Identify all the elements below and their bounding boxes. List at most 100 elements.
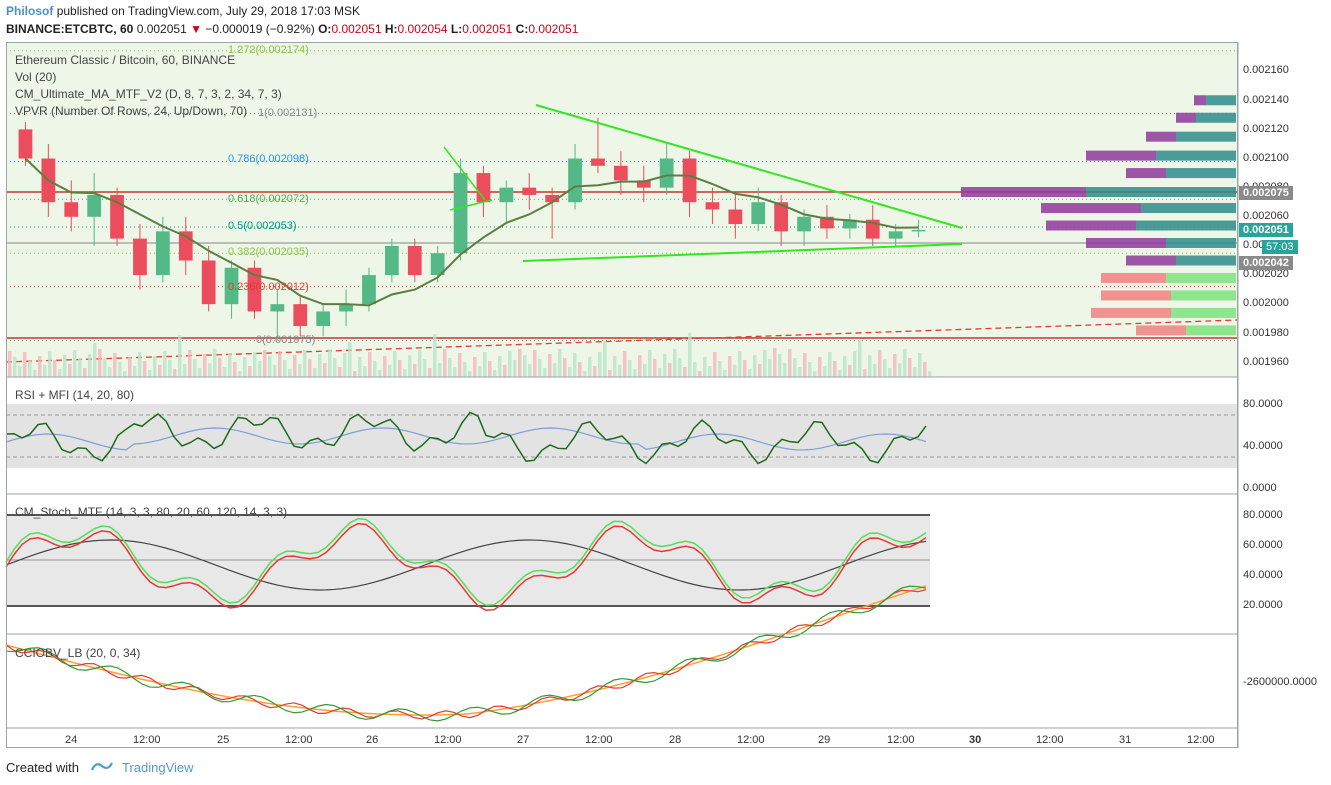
time-tick: 12:00 <box>887 734 915 746</box>
stoch-tick: 80.0000 <box>1243 509 1283 521</box>
volume-profile-up <box>1206 95 1236 106</box>
volume-bar <box>893 354 897 377</box>
volume-bar <box>218 358 222 377</box>
volume-bar <box>818 357 822 377</box>
volume-bar <box>273 365 277 377</box>
volume-bar <box>423 359 427 377</box>
stoch-tick: 40.0000 <box>1243 569 1283 581</box>
volume-profile-down <box>1126 255 1176 266</box>
volume-bar <box>263 350 267 377</box>
stoch-tick: 60.0000 <box>1243 539 1283 551</box>
legend-vpvr[interactable]: VPVR (Number Of Rows, 24, Up/Down, 70) <box>15 104 248 118</box>
price-tick: 0.002000 <box>1243 297 1289 309</box>
price-tick: 0.001980 <box>1243 327 1289 339</box>
volume-bar <box>723 370 727 377</box>
legend-vol[interactable]: Vol (20) <box>15 70 57 84</box>
price-tick: 0.002120 <box>1243 123 1289 135</box>
volume-bar <box>478 366 482 377</box>
volume-profile-up <box>1176 255 1236 266</box>
volume-profile-up <box>1136 220 1236 231</box>
volume-bar <box>508 351 512 377</box>
lower-trendline <box>522 243 963 262</box>
volume-profile-down <box>1176 112 1196 123</box>
volume-bar <box>738 351 742 377</box>
tradingview-link[interactable]: TradingView <box>122 760 194 775</box>
volume-bar <box>593 366 597 377</box>
volume-profile-down <box>1091 307 1171 318</box>
volume-bar <box>278 351 282 377</box>
mfi-line <box>5 427 927 451</box>
volume-profile-up <box>1086 187 1236 198</box>
fib-label: 0.618(0.002072) <box>228 193 309 205</box>
time-tick: 29 <box>818 734 831 746</box>
volume-bar <box>823 366 827 377</box>
volume-bar <box>193 359 197 377</box>
volume-bar <box>828 352 832 377</box>
volume-bar <box>73 350 77 377</box>
volume-bar <box>488 361 492 377</box>
time-tick: 27 <box>517 734 530 746</box>
volume-bar <box>683 367 687 377</box>
volume-bar <box>118 362 122 377</box>
rsi-tick: 40.0000 <box>1243 440 1283 452</box>
volume-bar <box>88 354 92 377</box>
fib-label: 0.5(0.002053) <box>228 220 297 232</box>
candle-body <box>476 173 491 203</box>
volume-bar <box>733 365 737 377</box>
rsi-line <box>5 411 927 465</box>
volume-bar <box>443 349 447 377</box>
volume-bar <box>368 352 372 377</box>
volume-bar <box>838 370 842 377</box>
volume-bar <box>13 357 17 377</box>
volume-bar <box>803 353 807 377</box>
volume-bar <box>28 361 32 377</box>
moving-average-line <box>24 157 919 307</box>
volume-bar <box>768 359 772 377</box>
legend-title[interactable]: Ethereum Classic / Bitcoin, 60, BINANCE <box>15 53 236 67</box>
volume-bar <box>563 358 567 377</box>
candle-body <box>659 158 674 188</box>
chart-frame <box>6 42 1238 748</box>
main-pane-bg <box>6 42 1238 377</box>
volume-bar <box>808 362 812 377</box>
candle-body <box>751 202 766 225</box>
volume-profile-down <box>1146 131 1176 142</box>
stoch-label[interactable]: CM_Stoch_MTF (14, 3, 3, 80, 20, 60, 120,… <box>15 505 288 519</box>
cci-label[interactable]: CCIOBV_LB (20, 0, 34) <box>15 646 141 660</box>
volume-bar <box>583 371 587 377</box>
author-link[interactable]: Philosof <box>6 4 54 18</box>
volume-bar <box>843 356 847 377</box>
time-tick: 12:00 <box>1036 734 1064 746</box>
legend-ma[interactable]: CM_Ultimate_MA_MTF_V2 (D, 8, 7, 3, 2, 34… <box>15 87 282 101</box>
volume-bar <box>498 356 502 377</box>
volume-bar <box>323 363 327 377</box>
rsi-tick: 0.0000 <box>1243 482 1277 494</box>
created-with: Created with <box>6 760 79 775</box>
fib-label: 0.786(0.002098) <box>228 153 309 165</box>
stoch-d-line <box>5 522 927 612</box>
volume-profile-down <box>1101 290 1171 301</box>
price-badge: 0.002075 <box>1239 186 1293 200</box>
price-tick: 0.002020 <box>1243 268 1289 280</box>
price-badge: 0.002042 <box>1239 256 1293 270</box>
volume-bar <box>138 352 142 377</box>
volume-bar <box>518 349 522 377</box>
time-tick: 12:00 <box>585 734 613 746</box>
candle-body <box>384 245 399 276</box>
volume-bar <box>413 364 417 377</box>
volume-profile-up <box>1186 325 1236 336</box>
down-triangle-icon: ▼ <box>190 22 202 36</box>
volume-bar <box>373 361 377 377</box>
volume-bar <box>748 369 752 377</box>
candle-body <box>842 219 857 229</box>
volume-bar <box>833 361 837 377</box>
volume-bar <box>168 360 172 377</box>
rsi-label[interactable]: RSI + MFI (14, 20, 80) <box>15 388 135 402</box>
high-label: H: <box>384 22 398 36</box>
volume-bar <box>523 355 527 377</box>
candle-body <box>728 209 743 225</box>
volume-bar <box>468 371 472 377</box>
volume-bar <box>538 359 542 377</box>
volume-bar <box>433 334 437 377</box>
